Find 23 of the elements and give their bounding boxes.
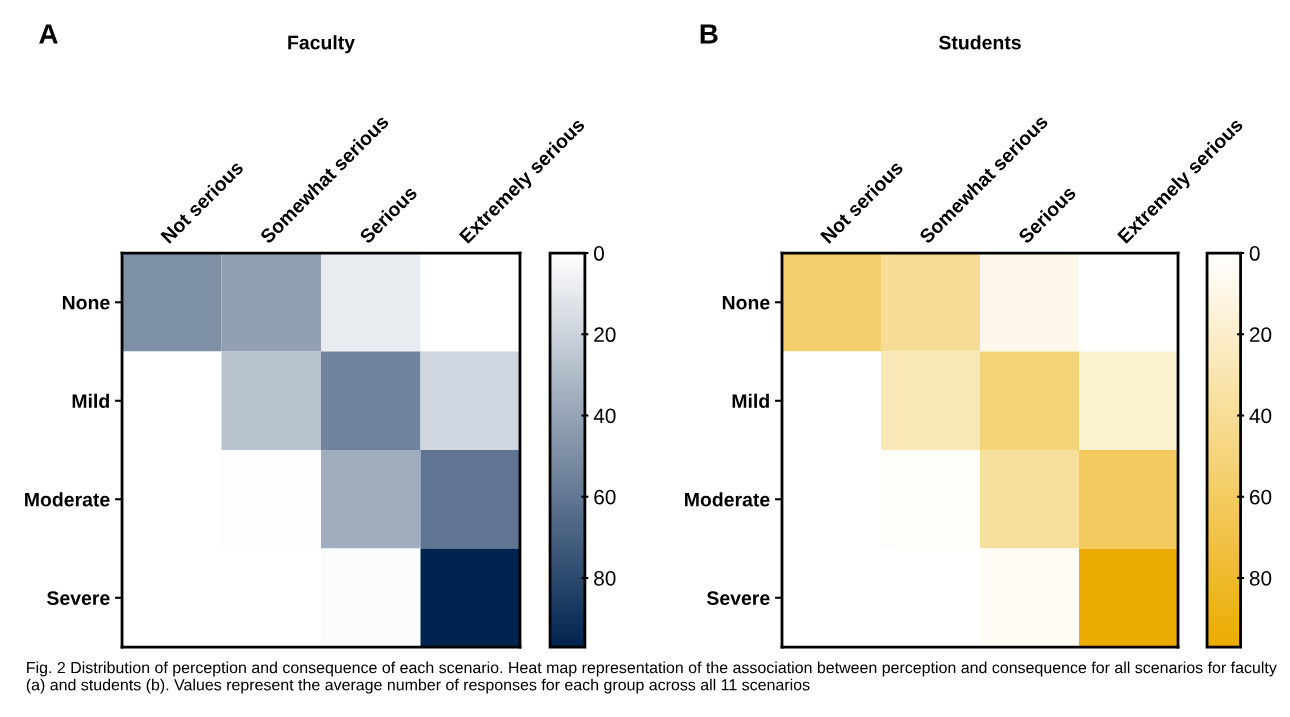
y-tick-label: Moderate [685,492,770,507]
y-tick-label: None [722,295,770,310]
text: A [39,24,58,44]
color-bar-label: 40 [593,408,616,424]
chart-title: Faculty [288,35,355,54]
y-tick-label: Mild [72,393,109,409]
color-bar-label: 60 [1249,489,1272,505]
color-bar-label: 80 [594,570,616,586]
text: B [700,24,718,44]
color-bar-label: 0 [1249,246,1260,261]
color-bar-label: 20 [1249,327,1272,343]
y-tick-label: Severe [706,591,770,606]
y-tick-label: Mild [732,393,769,409]
color-bar-label: 20 [594,327,616,343]
color-bar-label: 60 [594,489,616,505]
caption: Fig. 2 Distribution of perception and consequence of each scenario. Heat map representation of the association between perception and consequence for all scenarios for faculty (a) and students (b). Values represent the average number of responses for each group across all 11 scenarios [26,661,1277,694]
y-tick-label: None [62,295,110,310]
chart-title: Students [938,35,1021,50]
color-bar-label: 40 [1249,408,1272,424]
color-bar-label: 0 [594,246,604,261]
y-tick-label: Severe [47,591,110,606]
color-bar-label: 80 [1249,570,1272,586]
y-tick-label: Moderate [25,492,110,507]
